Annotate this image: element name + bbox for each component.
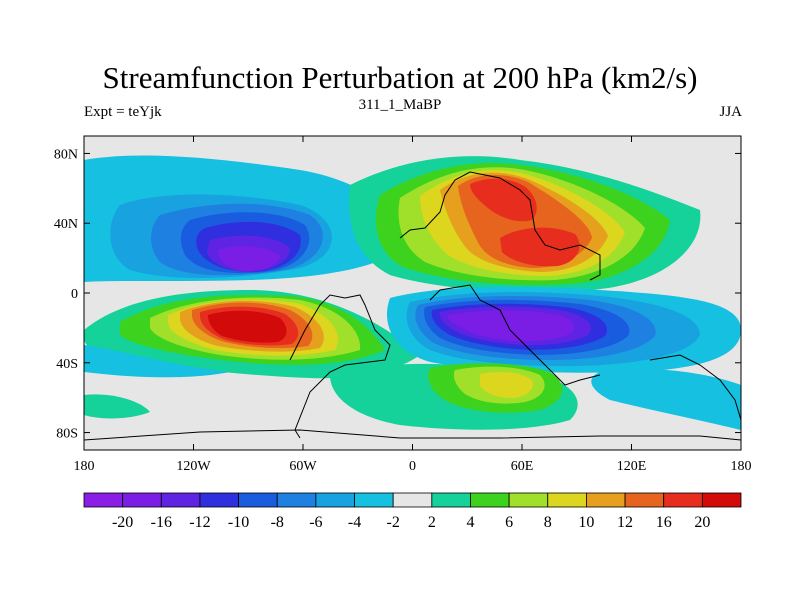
colorbar: -20 -16 -12 -10 -8 -6 -4 -2 2 4 6 8 10 12 16 20: [83, 492, 742, 531]
colorbar-label: 2: [428, 514, 436, 531]
colorbar-label: -20: [112, 514, 133, 531]
x-tick-label: 120W: [176, 459, 211, 474]
contour-trough-indian-ocean: [386, 286, 741, 373]
colorbar-swatch: [122, 492, 162, 508]
colorbar-label: -6: [309, 514, 322, 531]
colorbar-label: -10: [228, 514, 249, 531]
colorbar-swatch: [663, 492, 703, 508]
colorbar-swatch: [392, 492, 433, 508]
colorbar-swatch: [470, 492, 510, 508]
colorbar-swatch: [354, 492, 394, 508]
colorbar-label: 16: [656, 514, 672, 531]
colorbar-swatch: [276, 492, 317, 508]
colorbar-swatch: [586, 492, 626, 508]
x-tick-label: 180: [731, 459, 752, 474]
y-tick-label: 80S: [56, 427, 78, 442]
colorbar-swatch: [160, 492, 201, 508]
colorbar-label: -2: [387, 514, 400, 531]
colorbar-swatch: [624, 492, 665, 508]
colorbar-label: 6: [505, 514, 513, 531]
x-tick-label: 60E: [511, 459, 534, 474]
colorbar-label: -4: [348, 514, 361, 531]
colorbar-label: 12: [617, 514, 633, 531]
colorbar-label: 8: [544, 514, 552, 531]
contour-trough-south-pacific: [84, 345, 230, 419]
contour-ridge-south-america: [84, 290, 420, 379]
colorbar-swatch: [431, 492, 471, 508]
season-label: JJA: [719, 104, 742, 120]
case-label: 311_1_MaBP: [358, 97, 442, 113]
y-tick-label: 80N: [54, 147, 78, 162]
y-tick-label: 0: [71, 287, 78, 302]
contour-trough-north-pacific: [84, 155, 410, 282]
contour-field: [84, 155, 741, 441]
contour-trough-southeast: [591, 368, 741, 430]
colorbar-swatch: [701, 492, 742, 508]
colorbar-swatch: [238, 492, 278, 508]
colorbar-label: -16: [151, 514, 172, 531]
colorbar-label: 4: [466, 514, 474, 531]
y-tick-label: 40S: [56, 357, 78, 372]
colorbar-label: 10: [578, 514, 594, 531]
colorbar-swatch: [83, 492, 124, 508]
coastline: [84, 171, 741, 441]
x-tick-label: 0: [409, 459, 416, 474]
axes: 180 120W 60W 0 60E 120E 180 80N 40N 0 40S 80S: [54, 136, 752, 474]
chart-title: Streamfunction Perturbation at 200 hPa (…: [102, 60, 698, 95]
colorbar-label: -12: [189, 514, 210, 531]
colorbar-swatch: [199, 492, 239, 508]
colorbar-swatch: [508, 492, 549, 508]
contour-ridge-eurasia: [349, 156, 701, 292]
colorbar-swatch: [315, 492, 355, 508]
colorbar-label: -8: [271, 514, 284, 531]
x-tick-label: 120E: [617, 459, 647, 474]
x-tick-label: 60W: [289, 459, 317, 474]
experiment-label: Expt = teYjk: [84, 104, 162, 120]
colorbar-label: 20: [694, 514, 710, 531]
colorbar-swatch: [547, 492, 587, 508]
y-tick-label: 40N: [54, 217, 78, 232]
contour-ridge-south-indian: [330, 363, 578, 430]
x-tick-label: 180: [74, 459, 95, 474]
